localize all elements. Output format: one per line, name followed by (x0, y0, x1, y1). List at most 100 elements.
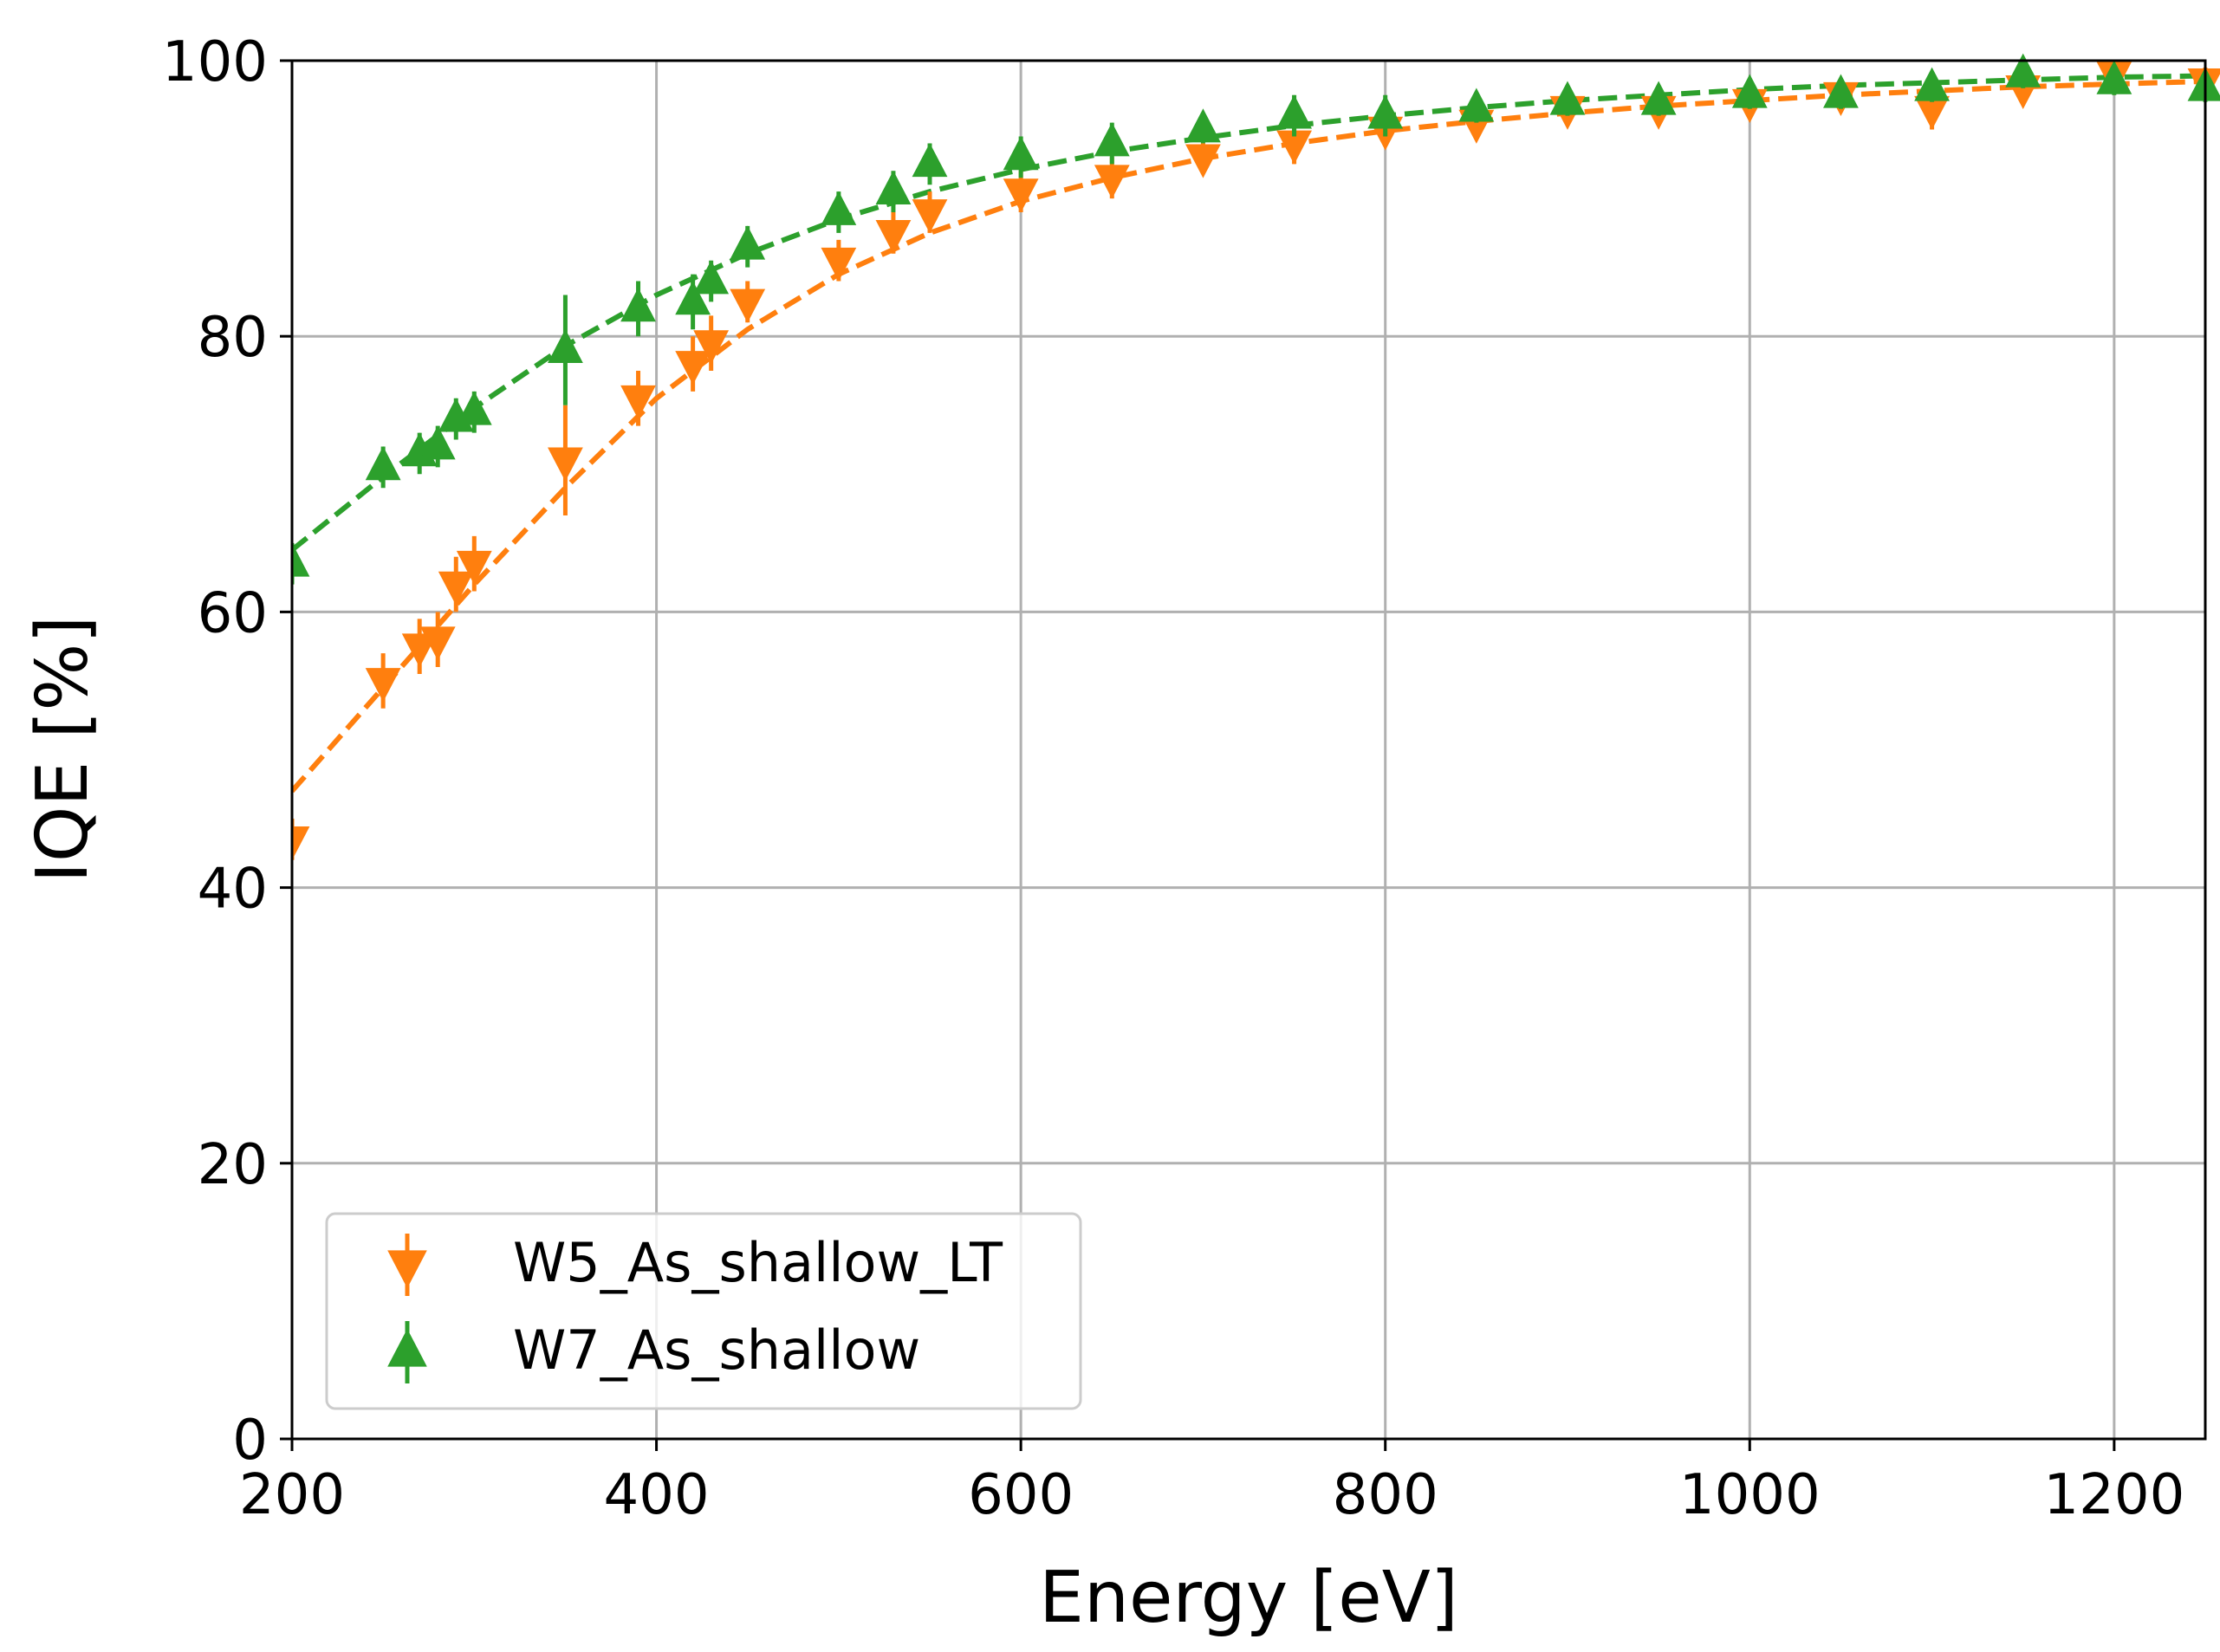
point-marker (1823, 74, 1859, 108)
data-point-series-0 (456, 535, 492, 592)
point-marker (1185, 108, 1221, 143)
point-marker (1458, 87, 1495, 122)
data-point-series-0 (419, 612, 456, 668)
y-axis-label: IQE [%] (22, 616, 104, 884)
point-marker (419, 626, 456, 661)
point-marker (292, 542, 310, 577)
data-point-series-0 (693, 315, 730, 371)
data-point-series-0 (875, 212, 912, 255)
data-point-series-1 (548, 295, 583, 405)
data-point-series-1 (2005, 53, 2041, 88)
point-marker (1549, 81, 1586, 115)
data-point-series-0 (620, 370, 656, 426)
point-marker (730, 288, 766, 323)
point-marker (620, 385, 656, 420)
data-point-series-1 (912, 143, 948, 185)
fit-lines (292, 73, 2206, 794)
point-marker (2005, 53, 2041, 87)
point-marker (1731, 74, 1768, 108)
data-point-series-1 (1549, 81, 1586, 116)
data-point-series-0 (1185, 143, 1221, 178)
x-tick-label: 600 (968, 1463, 1074, 1527)
legend: W5_As_shallow_LT W7_As_shallow (325, 1212, 1082, 1410)
data-point-series-1 (875, 170, 912, 213)
point-marker (365, 668, 401, 703)
point-marker (1185, 144, 1221, 178)
data-point-series-1 (1458, 87, 1495, 123)
data-point-series-1 (365, 446, 401, 489)
x-tick-label: 200 (239, 1463, 345, 1527)
data-point-series-1 (1640, 81, 1677, 116)
legend-label-w5: W5_As_shallow_LT (513, 1231, 1003, 1294)
plot-frame (290, 59, 2207, 1441)
point-marker (1094, 122, 1130, 157)
data-points (292, 53, 2220, 861)
grid (290, 59, 2205, 1441)
point-marker (730, 225, 766, 260)
data-point-series-1 (1914, 67, 1950, 102)
data-point-series-0 (675, 336, 711, 392)
data-point-series-1 (730, 225, 766, 268)
y-tick-label: 0 (232, 1409, 268, 1473)
data-point-series-0 (438, 556, 474, 612)
data-point-series-1 (620, 281, 656, 337)
y-tick-label: 80 (198, 306, 268, 370)
point-marker (1276, 130, 1312, 165)
point-marker (2187, 67, 2220, 101)
legend-marker-series-0 (387, 1234, 427, 1296)
legend-box (325, 1212, 1082, 1410)
data-point-series-1 (1003, 136, 1039, 178)
y-tick-label: 60 (198, 581, 268, 645)
point-marker (2096, 60, 2132, 94)
data-point-series-1 (1276, 94, 1312, 137)
fit-line-series-0 (292, 78, 2206, 794)
point-marker (456, 550, 492, 585)
point-marker (1367, 94, 1404, 129)
data-point-series-1 (1094, 122, 1130, 165)
data-point-series-0 (912, 191, 948, 234)
point-marker (1003, 178, 1039, 213)
data-point-series-0 (821, 239, 857, 282)
legend-marker-series-1 (387, 1321, 427, 1383)
point-marker (419, 425, 456, 460)
point-marker (821, 247, 857, 282)
point-marker (1003, 136, 1039, 171)
point-marker (1094, 165, 1130, 199)
point-marker (693, 330, 730, 365)
data-point-series-1 (821, 191, 857, 233)
axis-ticks: 200 400 600 800 1000 1200 0 20 40 60 80 100 (162, 30, 2184, 1527)
data-point-series-1 (2096, 60, 2132, 95)
y-tick-label: 40 (198, 858, 268, 922)
data-point-series-1 (1823, 74, 1859, 109)
point-marker (675, 351, 711, 385)
point-marker (912, 143, 948, 178)
data-point-series-1 (675, 274, 711, 330)
point-marker (875, 170, 912, 205)
point-marker (912, 199, 948, 234)
point-marker (1276, 94, 1312, 129)
x-tick-label: 800 (1333, 1463, 1438, 1527)
point-marker (875, 220, 912, 255)
point-marker (365, 446, 401, 481)
x-tick-label: 1200 (2043, 1463, 2184, 1527)
point-marker (438, 571, 474, 606)
point-marker (548, 328, 583, 363)
data-point-series-0 (548, 405, 583, 516)
y-tick-label: 100 (162, 30, 268, 94)
point-marker (1914, 95, 1950, 130)
x-axis-label: Energy [eV] (1039, 1557, 1458, 1639)
legend-markers (387, 1234, 427, 1383)
point-marker (693, 260, 730, 295)
point-marker (1640, 81, 1677, 115)
point-marker (456, 391, 492, 425)
data-point-series-1 (1367, 94, 1404, 137)
data-point-series-0 (292, 819, 310, 861)
data-point-series-1 (1731, 74, 1768, 109)
data-point-series-0 (365, 653, 401, 709)
data-point-series-1 (419, 425, 456, 468)
point-marker (821, 191, 857, 225)
x-tick-label: 1000 (1679, 1463, 1821, 1527)
point-marker (620, 288, 656, 322)
point-marker (1914, 67, 1950, 101)
